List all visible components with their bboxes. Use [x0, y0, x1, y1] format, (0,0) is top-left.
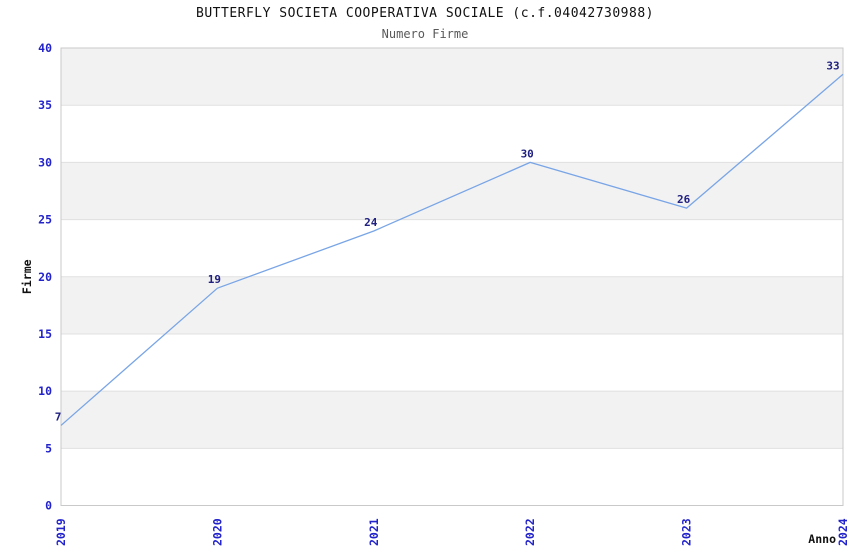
band	[61, 276, 843, 334]
y-tick-label: 20	[38, 270, 52, 284]
chart-subtitle: Numero Firme	[381, 27, 469, 41]
band	[61, 448, 843, 506]
chart-title: BUTTERFLY SOCIETA COOPERATIVA SOCIALE (c…	[196, 6, 654, 21]
y-tick-label: 30	[38, 155, 52, 169]
point-label: 7	[55, 410, 62, 423]
y-tick-label: 15	[38, 327, 52, 341]
point-label: 19	[208, 273, 221, 286]
band-group	[61, 48, 843, 506]
x-axis-title: Anno	[808, 532, 836, 546]
band	[61, 333, 843, 392]
plot-border	[60, 47, 844, 506]
band	[61, 105, 843, 163]
x-tick-labels: 2019 2020 2021 2022 2023 2024	[54, 518, 850, 546]
series-line	[60, 73, 844, 426]
y-axis-title: Firme	[20, 259, 34, 294]
y-tick-label: 0	[45, 499, 52, 513]
point-label: 30	[521, 147, 534, 160]
x-tick-label: 2023	[680, 518, 694, 546]
y-tick-label: 40	[38, 41, 52, 55]
point-label: 24	[364, 216, 378, 229]
x-tick-label: 2021	[367, 518, 381, 546]
y-tick-label: 25	[38, 213, 52, 227]
band	[61, 48, 843, 106]
point-label: 33	[826, 59, 839, 72]
y-tick-label: 10	[38, 384, 52, 398]
point-labels: 7 19 24 30 26 33	[55, 59, 840, 423]
band	[61, 219, 843, 277]
y-tick-labels: 0 5 10 15 20 25 30 35 40	[38, 41, 52, 513]
band	[61, 391, 843, 449]
y-tick-label: 35	[38, 98, 52, 112]
x-tick-label: 2024	[836, 518, 850, 546]
y-tick-label: 5	[45, 441, 52, 455]
band	[61, 162, 843, 220]
point-label: 26	[677, 193, 691, 206]
x-tick-label: 2019	[54, 518, 68, 546]
x-tick-label: 2022	[523, 518, 537, 546]
x-tick-label: 2020	[210, 518, 224, 546]
